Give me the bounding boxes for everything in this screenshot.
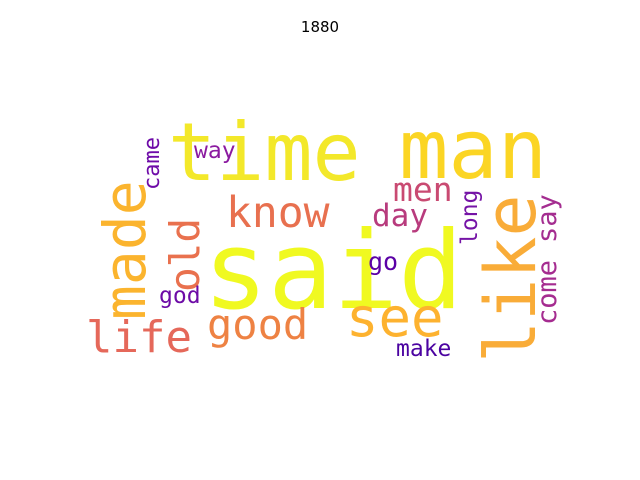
word-come: come	[532, 259, 563, 325]
word-good: good	[207, 300, 309, 349]
word-time: time	[168, 106, 361, 199]
word-made: made	[91, 180, 159, 320]
word-life: life	[86, 312, 192, 363]
word-way: way	[194, 138, 236, 164]
word-man: man	[399, 103, 548, 198]
word-said: said	[203, 209, 464, 334]
word-old: old	[161, 217, 209, 292]
word-men: men	[393, 170, 453, 209]
word-long: long	[457, 189, 483, 245]
chart-title: 1880	[300, 18, 340, 36]
word-came: came	[140, 137, 165, 190]
word-make: make	[396, 336, 452, 362]
word-say: say	[532, 194, 563, 243]
word-day: day	[372, 198, 428, 234]
word-know: know	[226, 188, 330, 238]
word-go: go	[368, 247, 399, 276]
word-see: see	[346, 286, 444, 349]
word-god: god	[159, 283, 201, 309]
